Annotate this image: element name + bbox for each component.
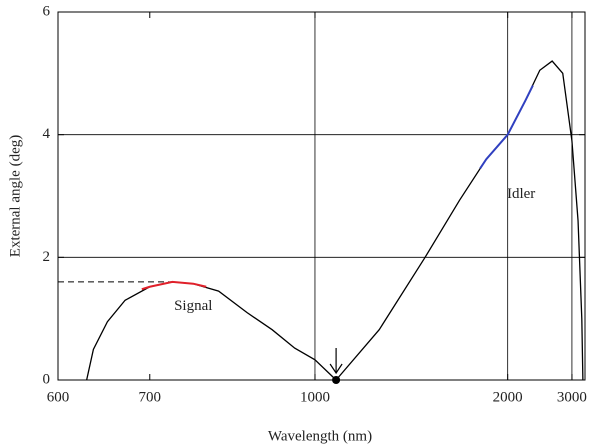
- plot-frame: [57, 11, 586, 381]
- y-tick-label: 0: [43, 371, 51, 387]
- curve: [479, 85, 534, 169]
- x-tick-label: 2000: [493, 389, 523, 405]
- y-tick-label: 4: [43, 126, 51, 142]
- x-tick-label: 1000: [300, 389, 330, 405]
- x-axis-label: Wavelength (nm): [268, 428, 372, 444]
- y-axis-label: External angle (deg): [7, 135, 23, 257]
- y-tick-label: 2: [43, 249, 51, 265]
- curve: [141, 280, 207, 291]
- annotation: Signal: [174, 298, 212, 314]
- x-tick-label: 700: [139, 389, 162, 405]
- y-tick-label: 6: [43, 3, 51, 19]
- x-tick-label: 600: [47, 389, 70, 405]
- arrow-head: [329, 363, 343, 375]
- x-tick-label: 3000: [557, 389, 587, 405]
- curve: [86, 281, 337, 381]
- annotation: Idler: [507, 186, 535, 202]
- degenerate-point: [332, 376, 341, 384]
- curve: [335, 60, 584, 381]
